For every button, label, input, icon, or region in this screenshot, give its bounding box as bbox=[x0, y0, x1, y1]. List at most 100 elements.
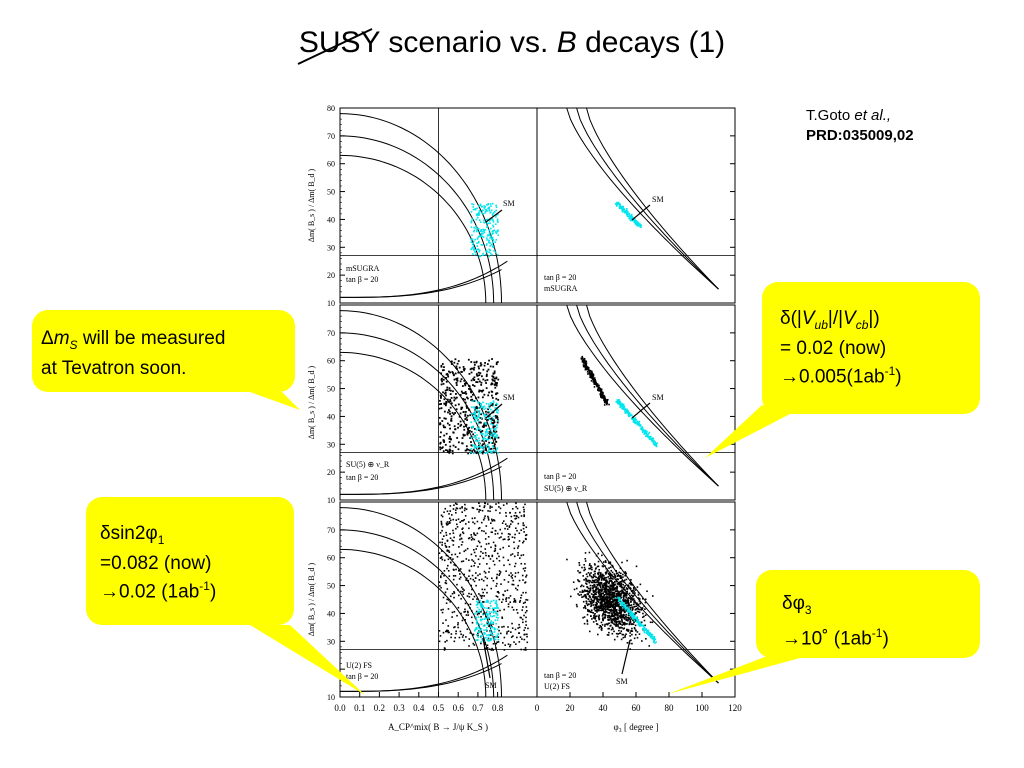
cyan-point bbox=[643, 631, 646, 634]
black-point bbox=[478, 502, 480, 505]
black-point bbox=[517, 627, 519, 629]
cyan-point bbox=[494, 619, 497, 622]
black-point bbox=[453, 640, 456, 643]
black-point bbox=[583, 622, 586, 625]
cyan-point bbox=[487, 438, 490, 441]
black-point bbox=[585, 597, 588, 599]
black-point bbox=[627, 614, 630, 616]
black-point bbox=[586, 368, 588, 371]
black-point bbox=[465, 405, 468, 407]
black-point bbox=[621, 624, 624, 626]
cyan-point bbox=[477, 446, 480, 448]
black-point bbox=[460, 406, 463, 409]
black-point bbox=[589, 369, 592, 372]
black-point bbox=[621, 621, 623, 623]
cyan-point bbox=[481, 433, 484, 436]
black-point bbox=[488, 625, 490, 627]
black-point bbox=[598, 591, 601, 594]
black-point bbox=[628, 604, 631, 607]
cyan-point bbox=[471, 400, 473, 403]
black-point bbox=[511, 627, 514, 629]
black-point bbox=[610, 593, 612, 596]
black-point bbox=[453, 374, 455, 377]
black-point bbox=[622, 633, 625, 636]
black-point bbox=[468, 426, 471, 429]
black-point bbox=[525, 591, 527, 594]
black-point bbox=[627, 612, 630, 615]
black-point bbox=[478, 593, 480, 595]
contour-line bbox=[339, 135, 495, 304]
black-point bbox=[603, 399, 605, 402]
black-point bbox=[623, 581, 626, 584]
black-point bbox=[448, 370, 450, 373]
black-point bbox=[606, 623, 609, 626]
cyan-point bbox=[471, 247, 473, 249]
cyan-point bbox=[642, 627, 645, 630]
cyan-point bbox=[483, 629, 485, 631]
cyan-point bbox=[483, 230, 485, 232]
black-point bbox=[636, 586, 639, 588]
cyan-point bbox=[488, 447, 491, 449]
black-point bbox=[613, 630, 615, 633]
black-point bbox=[596, 600, 599, 602]
black-point bbox=[582, 360, 585, 363]
black-point bbox=[612, 611, 615, 613]
y-tick-label: 40 bbox=[327, 215, 335, 224]
black-point bbox=[607, 622, 610, 625]
black-point bbox=[455, 408, 458, 411]
cyan-point bbox=[643, 429, 646, 432]
black-point bbox=[623, 588, 626, 591]
black-point bbox=[465, 558, 468, 560]
cyan-point bbox=[479, 604, 482, 607]
cyan-point bbox=[621, 406, 624, 408]
cyan-point bbox=[653, 636, 655, 639]
black-point bbox=[442, 391, 444, 394]
black-point bbox=[591, 376, 594, 379]
cyan-point bbox=[493, 615, 496, 617]
black-point bbox=[482, 557, 485, 560]
black-point bbox=[490, 382, 493, 385]
black-point bbox=[584, 560, 587, 562]
y-axis-label: Δm( B_s ) / Δm( B_d ) bbox=[307, 562, 316, 636]
black-point bbox=[491, 531, 493, 534]
black-point bbox=[606, 580, 609, 582]
cyan-point bbox=[476, 434, 478, 436]
black-point bbox=[459, 538, 461, 541]
cyan-point bbox=[478, 230, 481, 233]
black-point bbox=[439, 422, 442, 425]
black-point bbox=[644, 624, 646, 627]
cyan-point bbox=[486, 234, 489, 236]
cyan-point bbox=[496, 628, 499, 631]
black-point bbox=[488, 359, 490, 362]
black-point bbox=[594, 617, 597, 619]
black-point bbox=[479, 573, 481, 575]
black-point bbox=[614, 614, 616, 616]
black-point bbox=[586, 580, 589, 583]
cyan-point bbox=[485, 218, 488, 221]
cyan-point bbox=[472, 242, 475, 245]
black-point bbox=[446, 422, 449, 425]
black-point bbox=[483, 422, 486, 425]
cyan-point bbox=[488, 229, 491, 231]
cyan-point bbox=[493, 611, 495, 613]
black-point bbox=[518, 623, 520, 626]
cyan-point bbox=[630, 612, 633, 614]
black-point bbox=[456, 367, 458, 370]
black-point bbox=[592, 381, 595, 383]
black-point bbox=[597, 584, 599, 587]
black-point bbox=[510, 572, 512, 574]
cyan-point bbox=[496, 447, 499, 449]
cyan-point bbox=[470, 447, 473, 450]
black-point bbox=[597, 587, 599, 590]
black-point bbox=[613, 595, 616, 598]
black-point bbox=[606, 585, 609, 588]
cyan-point bbox=[489, 437, 492, 440]
black-point bbox=[584, 595, 586, 597]
callout-pointers bbox=[250, 392, 800, 695]
black-point bbox=[619, 567, 622, 570]
black-point bbox=[601, 573, 604, 576]
callout-vub-vcb: δ(|Vub|/|Vcb|) = 0.02 (now) →0.005(1ab-1… bbox=[762, 282, 980, 414]
black-point bbox=[473, 361, 476, 364]
black-point bbox=[615, 620, 617, 623]
